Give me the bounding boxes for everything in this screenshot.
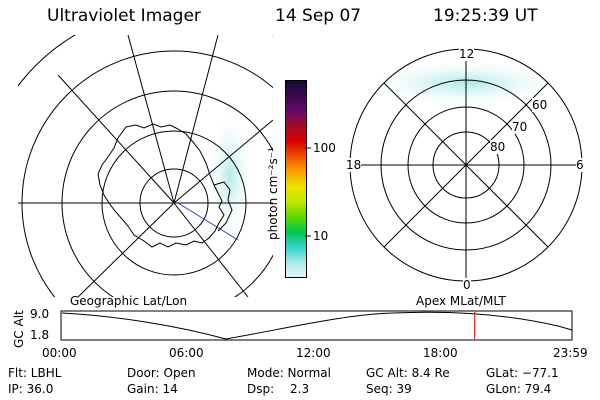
altitude-tick-high: 9.0 [30,307,50,321]
time-tick: 18:00 [423,346,458,360]
time-tick: 00:00 [42,346,77,360]
colorbar [285,80,307,278]
ip-info: IP: 36.0 [8,382,54,396]
mlt-label-0: 0 [463,278,471,292]
time-tick: 23:59 [553,346,588,360]
dsp-value: 2.3 [290,382,310,396]
time-tick: 12:00 [296,346,331,360]
seq-info: Seq: 39 [366,382,412,396]
mlat-label-60: 60 [532,98,548,112]
terminator-line [177,202,239,241]
geographic-caption: Geographic Lat/Lon [70,294,188,308]
colorbar-unit-label: photon cm⁻²s⁻¹ [266,147,280,240]
longitude-line [173,202,249,297]
instrument-title: Ultraviolet Imager [47,6,201,26]
colorbar-tick-10: 10 [313,229,329,243]
door-info: Door: Open [127,366,196,380]
apex-caption: Apex MLat/MLT [416,294,506,308]
time-label: 19:25:39 UT [433,6,538,26]
mlat-label-70: 70 [512,120,528,134]
continent-outline [97,123,225,248]
longitude-line [57,74,175,204]
mlt-line-diagonal [383,82,549,248]
glon-info: GLon: 79.4 [486,382,552,396]
colorbar-ticks [305,147,311,237]
date-label: 14 Sep 07 [275,6,362,26]
altitude-curve [61,311,573,340]
colorbar-tick-100: 100 [313,141,336,155]
dsp-label: Dsp: [247,382,275,396]
longitude-line [77,202,175,297]
gain-info: Gain: 14 [127,382,178,396]
mlt-label-12: 12 [459,47,475,61]
peninsula-outline [213,181,233,232]
longitude-line [173,119,273,204]
mlat-label-80: 80 [490,140,506,154]
mlt-label-6: 6 [576,158,584,172]
geographic-map [18,35,273,297]
altitude-axis-label: GC Alt [12,310,26,348]
altitude-tick-low: 1.8 [30,328,50,342]
mlt-label-18: 18 [346,158,362,172]
altitude-plot-frame [60,310,573,341]
longitude-line [173,35,219,204]
glat-info: GLat: −77.1 [486,366,559,380]
gc-alt-info: GC Alt: 8.4 Re [366,366,450,380]
longitude-line [127,35,175,204]
aurora-glow-left [210,115,250,235]
polar-plot [349,48,583,282]
mode-info: Mode: Normal [247,366,331,380]
altitude-plot [60,310,573,341]
filter-info: Flt: LBHL [8,366,62,380]
time-tick: 06:00 [169,346,204,360]
